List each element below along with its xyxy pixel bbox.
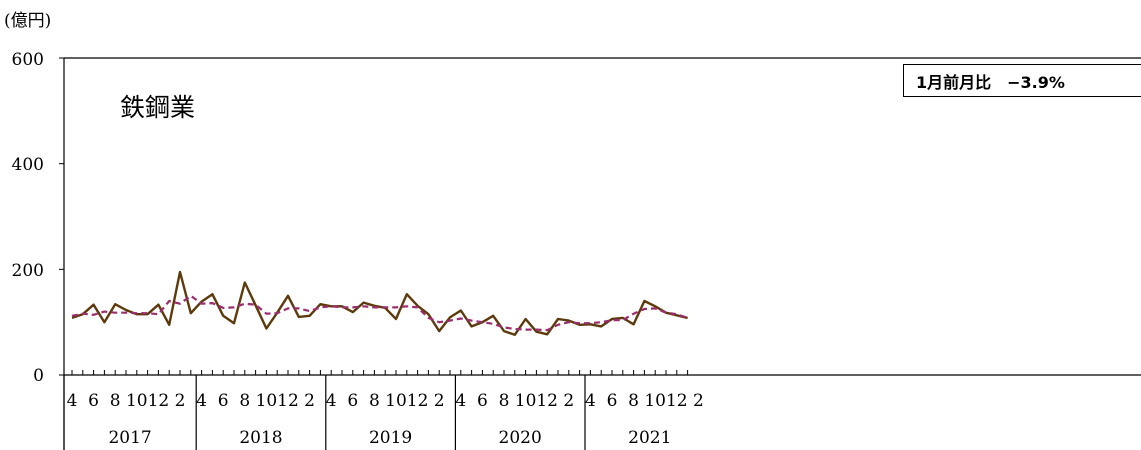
y-tick-label-0: 0 (33, 366, 44, 386)
month-tick-label: 10 (644, 391, 666, 411)
month-tick-label: 6 (88, 391, 99, 411)
month-tick-label: 4 (66, 391, 78, 411)
month-tick-label: 10 (255, 391, 278, 411)
month-tick-label: 8 (239, 391, 251, 411)
y-tick-label-200: 200 (11, 261, 44, 281)
month-tick-label: 2 (174, 391, 186, 411)
month-tick-label: 2 (692, 391, 704, 411)
month-tick-label: 2 (563, 391, 575, 411)
month-tick-label: 12 (406, 391, 429, 411)
month-tick-label: 6 (217, 391, 229, 411)
trend-line-series (71, 294, 688, 332)
y-tick-label-400: 400 (11, 155, 44, 175)
month-tick-label: 12 (536, 391, 558, 411)
month-tick-label: 8 (368, 391, 380, 411)
actual-line-series (71, 270, 688, 336)
month-over-month-annotation: 1月前月比 −3.9% (903, 64, 1141, 97)
month-tick-label: 10 (514, 391, 537, 411)
month-tick-label: 2 (433, 391, 445, 411)
month-tick-label: 10 (385, 391, 407, 411)
month-tick-label: 12 (277, 391, 299, 411)
chart-title: 鉄鋼業 (120, 93, 196, 122)
month-tick-label: 6 (606, 391, 618, 411)
month-tick-label: 10 (125, 391, 148, 411)
annotation-text: 1月前月比 −3.9% (916, 72, 1065, 92)
year-label: 2018 (239, 428, 283, 448)
month-tick-label: 4 (196, 391, 207, 411)
year-label: 2017 (108, 428, 152, 448)
month-tick-label: 8 (109, 391, 121, 411)
month-tick-label: 4 (584, 391, 596, 411)
y-unit-label: (億円) (4, 11, 52, 31)
month-tick-label: 4 (325, 391, 337, 411)
month-tick-label: 6 (347, 391, 359, 411)
year-label: 2021 (628, 428, 672, 448)
month-tick-label: 8 (498, 391, 510, 411)
month-tick-label: 12 (147, 391, 170, 411)
month-tick-label: 12 (665, 391, 688, 411)
month-tick-label: 8 (628, 391, 639, 411)
y-tick-label-600: 600 (11, 50, 44, 70)
year-label: 2020 (498, 428, 542, 448)
year-label: 2019 (368, 428, 413, 448)
month-tick-label: 4 (455, 391, 467, 411)
month-tick-label: 2 (304, 391, 315, 411)
month-tick-label: 6 (476, 391, 488, 411)
